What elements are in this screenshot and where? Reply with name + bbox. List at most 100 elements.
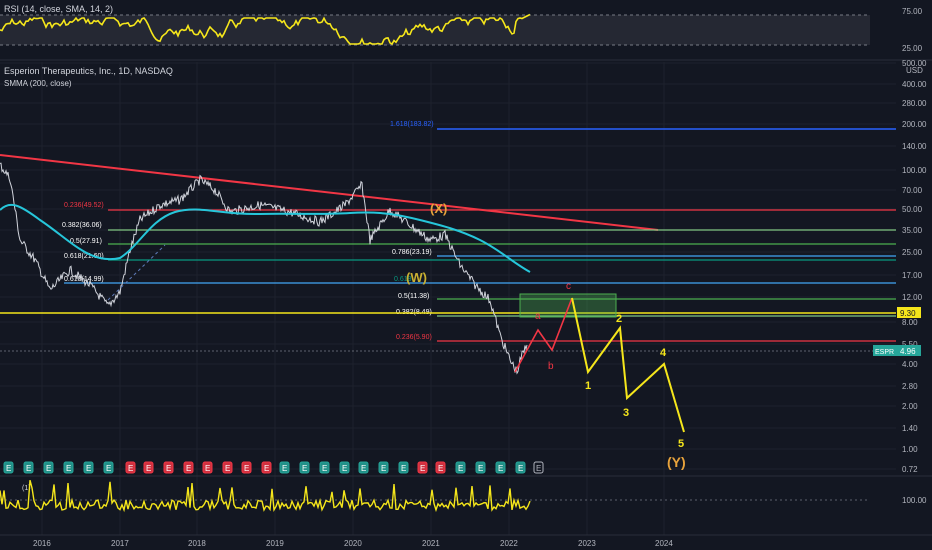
earnings-letter: E — [146, 464, 151, 473]
earnings-letter: E — [478, 464, 483, 473]
earnings-letter: E — [6, 464, 11, 473]
price-scale[interactable]: 500.00 400.00 280.00 200.00 140.00 100.00 70.0… — [902, 59, 927, 474]
volume-indicator-line — [0, 480, 531, 513]
earnings-marker[interactable]: E — [398, 461, 409, 474]
earnings-letter: E — [66, 464, 71, 473]
target-zone-box[interactable] — [519, 293, 617, 318]
earnings-marker[interactable]: E — [143, 461, 154, 474]
earnings-letter: E — [302, 464, 307, 473]
time-axis-label: 2016 — [33, 539, 51, 548]
price-scale-tick: 100.00 — [902, 166, 927, 175]
earnings-marker[interactable]: E — [23, 461, 34, 474]
earnings-marker[interactable]: E — [435, 461, 446, 474]
wave-label-c: c — [566, 281, 571, 292]
time-axis-label: 2018 — [188, 539, 206, 548]
rsi-scale-75: 75.00 — [902, 7, 923, 16]
wave-label-y: (Y) — [667, 454, 686, 470]
earnings-letter: E — [342, 464, 347, 473]
earnings-marker[interactable]: E — [417, 461, 428, 474]
earnings-letter: E — [518, 464, 523, 473]
fib-label-0382-upper: 0.382(36.06) — [62, 222, 102, 229]
dashed-trend — [107, 244, 166, 301]
time-axis[interactable]: 2016 2017 2018 2019 2020 2021 2022 2023 2024 — [33, 539, 673, 548]
earnings-marker[interactable]: E — [533, 461, 544, 474]
earnings-letter: E — [282, 464, 287, 473]
earnings-marker[interactable]: E — [241, 461, 252, 474]
price-scale-tick: 2.80 — [902, 382, 918, 391]
wave-label-x: (X) — [430, 201, 447, 216]
earnings-letter: E — [225, 464, 230, 473]
earnings-letter: E — [381, 464, 386, 473]
trendline[interactable] — [0, 154, 659, 231]
time-axis-label: 2017 — [111, 539, 129, 548]
earnings-letter: E — [86, 464, 91, 473]
earnings-marker[interactable]: E — [222, 461, 233, 474]
earnings-marker[interactable]: E — [339, 461, 350, 474]
currency-label: USD — [906, 66, 923, 75]
earnings-marker[interactable]: E — [83, 461, 94, 474]
time-axis-label: 2020 — [344, 539, 362, 548]
rsi-title: RSI (14, close, SMA, 14, 2) — [4, 4, 113, 14]
earnings-marker[interactable]: E — [103, 461, 114, 474]
fib-label-0618-upper: 0.618(21.60) — [64, 253, 104, 260]
wave-label-4: 4 — [660, 347, 667, 359]
earnings-letter: E — [536, 464, 541, 473]
earnings-marker[interactable]: E — [261, 461, 272, 474]
earnings-letter: E — [458, 464, 463, 473]
earnings-marker[interactable]: E — [279, 461, 290, 474]
earnings-marker[interactable]: E — [183, 461, 194, 474]
fib-label-0236-lower: 0.236(5.90) — [396, 334, 432, 341]
price-scale-tick: 1.40 — [902, 424, 918, 433]
earnings-marker[interactable]: E — [43, 461, 54, 474]
earnings-letter: E — [438, 464, 443, 473]
earnings-letter: E — [26, 464, 31, 473]
price-scale-tick: 5.50 — [902, 340, 918, 349]
earnings-marker[interactable]: E — [319, 461, 330, 474]
earnings-letter: E — [166, 464, 171, 473]
wave-impulse-path — [571, 297, 685, 433]
badge-espr: ESPR 4.96 — [873, 345, 921, 356]
time-axis-label: 2022 — [500, 539, 518, 548]
symbol-title: Esperion Therapeutics, Inc., 1D, NASDAQ — [4, 66, 173, 76]
earnings-marker[interactable]: E — [378, 461, 389, 474]
earnings-marker[interactable]: E — [358, 461, 369, 474]
earnings-letter: E — [186, 464, 191, 473]
time-axis-label: 2023 — [578, 539, 596, 548]
earnings-marker[interactable]: E — [475, 461, 486, 474]
earnings-marker[interactable]: E — [495, 461, 506, 474]
earnings-marker[interactable]: E — [202, 461, 213, 474]
badge-espr-text: ESPR — [875, 349, 894, 356]
earnings-marker[interactable]: E — [515, 461, 526, 474]
earnings-marker[interactable]: E — [455, 461, 466, 474]
price-scale-tick: 500.00 — [902, 59, 927, 68]
time-axis-label: 2021 — [422, 539, 440, 548]
earnings-marker[interactable]: E — [125, 461, 136, 474]
earnings-letter: E — [498, 464, 503, 473]
earnings-marker[interactable]: E — [299, 461, 310, 474]
badge-9-30: 9.30 — [897, 307, 921, 318]
price-scale-tick: 17.00 — [902, 271, 923, 280]
earnings-letter: E — [106, 464, 111, 473]
rsi-scale-25: 25.00 — [902, 44, 923, 53]
earnings-marker[interactable]: E — [63, 461, 74, 474]
price-scale-tick: 0.72 — [902, 465, 918, 474]
badge-9-30-text: 9.30 — [900, 309, 916, 318]
indicator-title: SMMA (200, close) — [4, 79, 72, 88]
wave-label-w: (W) — [406, 270, 427, 285]
wave-label-b: b — [548, 361, 554, 372]
volume-scale: 100.00 — [902, 496, 927, 505]
price-scale-tick: 140.00 — [902, 142, 927, 151]
earnings-marker[interactable]: E — [3, 461, 14, 474]
earnings-letter: E — [128, 464, 133, 473]
price-series — [0, 162, 528, 375]
earnings-marker[interactable]: E — [163, 461, 174, 474]
fib-label-0236-upper: 0.236(49.52) — [64, 202, 104, 209]
price-scale-tick: 2.00 — [902, 402, 918, 411]
price-scale-tick: 400.00 — [902, 80, 927, 89]
earnings-letter: E — [401, 464, 406, 473]
price-scale-tick: 1.00 — [902, 445, 918, 454]
badge-4-96-text: 4.96 — [900, 347, 916, 356]
rsi-panel[interactable]: RSI (14, close, SMA, 14, 2) 75.00 25.00 — [0, 4, 923, 53]
